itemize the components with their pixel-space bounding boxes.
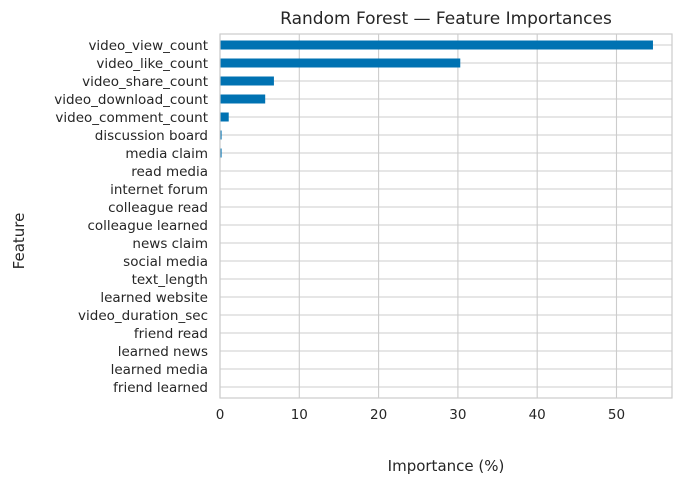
y-tick-label: video_like_count [96,56,208,72]
bar [220,41,653,50]
y-tick-label: video_view_count [88,38,208,54]
y-tick-label: friend learned [113,380,208,396]
y-tick-label: colleague learned [87,218,208,234]
y-tick-label: video_download_count [54,92,208,108]
chart-title: Random Forest — Feature Importances [280,9,612,29]
x-axis-label: Importance (%) [388,457,505,475]
bar [220,77,274,86]
x-tick-label: 10 [291,407,308,423]
y-tick-labels: video_view_count video_like_count video_sh… [54,38,208,396]
y-tick-label: social media [123,254,208,270]
bar [220,113,229,122]
x-tick-label: 0 [216,407,225,423]
y-tick-label: video_comment_count [55,110,208,126]
bar [220,95,265,104]
y-tick-label: video_duration_sec [78,308,208,324]
y-tick-label: video_share_count [82,74,208,90]
y-axis-label: Feature [10,213,28,270]
x-tick-label: 30 [449,407,466,423]
y-tick-label: learned news [118,344,208,360]
x-tick-label: 50 [608,407,625,423]
x-tick-label: 20 [370,407,387,423]
plot-area [220,34,672,398]
y-tick-label: read media [131,164,208,180]
y-tick-label: colleague read [108,200,208,216]
y-tick-label: text_length [132,272,208,288]
y-tick-label: learned media [111,362,208,378]
y-tick-label: internet forum [110,182,208,198]
x-tick-labels: 0 10 20 30 40 50 [216,407,625,423]
y-tick-label: friend read [134,326,208,342]
y-tick-label: media claim [125,146,208,162]
y-tick-label: discussion board [95,128,208,144]
y-tick-label: news claim [132,236,208,252]
bar [220,59,460,68]
x-tick-label: 40 [529,407,546,423]
y-tick-label: learned website [100,290,208,306]
